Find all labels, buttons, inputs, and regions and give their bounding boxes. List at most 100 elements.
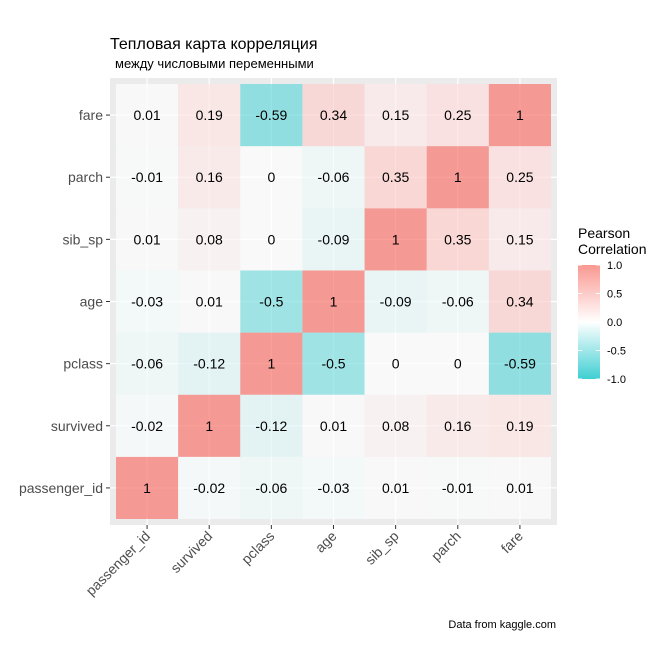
cell-label-survived-fare: 0.19 [506, 418, 533, 434]
cell-label-parch-age: -0.06 [318, 169, 350, 185]
heatmap-cell-fare-fare [488, 84, 551, 147]
cell-label-parch-pclass: 0 [267, 169, 275, 185]
heatmap-cell-pclass-passenger_id [116, 332, 179, 395]
cell-label-passenger_id-fare: 0.01 [506, 480, 533, 496]
heatmap-cell-passenger_id-passenger_id [116, 456, 179, 519]
heatmap-cell-parch-sib_sp [364, 146, 427, 209]
heatmap-cell-fare-pclass [240, 84, 303, 147]
cell-label-pclass-parch: 0 [454, 356, 462, 372]
heatmap-cell-survived-survived [178, 394, 241, 457]
heatmap-cell-age-fare [488, 270, 551, 333]
heatmap-cell-sib_sp-passenger_id [116, 208, 179, 271]
cell-label-age-age: 1 [330, 294, 338, 310]
cell-label-passenger_id-survived: -0.02 [193, 480, 225, 496]
heatmap-cell-survived-passenger_id [116, 394, 179, 457]
heatmap-cell-age-passenger_id [116, 270, 179, 333]
cell-label-survived-survived: 1 [205, 418, 213, 434]
heatmap-cell-passenger_id-age [302, 456, 365, 519]
heatmap-cell-parch-passenger_id [116, 146, 179, 209]
x-tick-label-pclass: pclass [238, 528, 277, 567]
x-tick-label-fare: fare [498, 528, 527, 557]
heatmap-cell-passenger_id-survived [178, 456, 241, 519]
cell-label-pclass-sib_sp: 0 [392, 356, 400, 372]
legend-title-line2: Correlation [578, 241, 646, 257]
cell-label-pclass-pclass: 1 [267, 356, 275, 372]
legend-tick-label: 0.5 [607, 289, 622, 301]
x-axis-ticks: passenger_id survived pclass age sib_sp parch… [82, 525, 526, 599]
heatmap-cell-pclass-fare [488, 332, 551, 395]
cell-label-age-parch: -0.06 [442, 294, 474, 310]
y-tick-label-survived: survived [51, 418, 103, 434]
x-tick-label-passenger_id: passenger_id [82, 528, 153, 599]
heatmap-cell-passenger_id-parch [426, 456, 489, 519]
cell-label-passenger_id-age: -0.03 [318, 480, 350, 496]
heatmap-cell-fare-survived [178, 84, 241, 147]
heatmap-cell-pclass-survived [178, 332, 241, 395]
heatmap-cell-survived-parch [426, 394, 489, 457]
legend: Pearson Correlation 1.0 0.5 0.0 -0.5 -1.0 [578, 225, 646, 386]
cell-label-age-survived: 0.01 [196, 294, 223, 310]
y-axis-ticks: passenger_id survived pclass age sib_sp parch… [19, 107, 110, 496]
y-tick-label-age: age [80, 294, 104, 310]
heatmap-cell-survived-fare [488, 394, 551, 457]
x-tick-label-parch: parch [428, 528, 464, 564]
heatmap-cell-parch-pclass [240, 146, 303, 209]
heatmap-cell-fare-age [302, 84, 365, 147]
cell-label-parch-fare: 0.25 [506, 169, 533, 185]
heatmap-cell-pclass-pclass [240, 332, 303, 395]
cell-label-sib_sp-parch: 0.35 [444, 231, 471, 247]
cell-label-survived-parch: 0.16 [444, 418, 471, 434]
heatmap-cell-age-sib_sp [364, 270, 427, 333]
cell-label-parch-sib_sp: 0.35 [382, 169, 409, 185]
cell-label-fare-sib_sp: 0.15 [382, 107, 409, 123]
cell-label-passenger_id-sib_sp: 0.01 [382, 480, 409, 496]
heatmap-cell-sib_sp-fare [488, 208, 551, 271]
y-tick-label-pclass: pclass [63, 356, 103, 372]
cell-label-sib_sp-survived: 0.08 [196, 231, 223, 247]
heatmap-cell-sib_sp-survived [178, 208, 241, 271]
legend-tick-label: -1.0 [607, 374, 626, 386]
cell-label-pclass-passenger_id: -0.06 [131, 356, 163, 372]
heatmap-cell-sib_sp-sib_sp [364, 208, 427, 271]
heatmap-cell-age-pclass [240, 270, 303, 333]
heatmap-cell-age-age [302, 270, 365, 333]
y-tick-label-passenger_id: passenger_id [19, 480, 103, 496]
heatmap-cell-parch-age [302, 146, 365, 209]
heatmap-cell-sib_sp-parch [426, 208, 489, 271]
heatmap-cell-pclass-age [302, 332, 365, 395]
legend-tick-label: 1.0 [607, 260, 622, 272]
heatmap-cell-survived-sib_sp [364, 394, 427, 457]
chart-subtitle: между числовыми переменными [115, 56, 314, 71]
heatmap-cell-sib_sp-pclass [240, 208, 303, 271]
cell-value-labels: 1 -0.02 -0.06 -0.03 0.01 -0.01 0.01 -0.02 1 -0.12… [131, 107, 536, 496]
cell-label-fare-age: 0.34 [320, 107, 347, 123]
legend-title-line1: Pearson [578, 225, 630, 241]
heatmap-cell-pclass-parch [426, 332, 489, 395]
cell-label-survived-pclass: -0.12 [255, 418, 287, 434]
chart-caption: Data from kaggle.com [448, 619, 556, 631]
heatmap-cell-parch-parch [426, 146, 489, 209]
cell-label-fare-passenger_id: 0.01 [133, 107, 160, 123]
heatmap-cell-age-parch [426, 270, 489, 333]
cell-label-sib_sp-sib_sp: 1 [392, 231, 400, 247]
y-tick-label-fare: fare [79, 107, 103, 123]
cell-label-sib_sp-age: -0.09 [318, 231, 350, 247]
cell-label-sib_sp-fare: 0.15 [506, 231, 533, 247]
cell-label-parch-parch: 1 [454, 169, 462, 185]
heatmap-cell-passenger_id-fare [488, 456, 551, 519]
heatmap-cell-survived-pclass [240, 394, 303, 457]
cell-label-passenger_id-parch: -0.01 [442, 480, 474, 496]
cell-label-passenger_id-pclass: -0.06 [255, 480, 287, 496]
legend-ticks: 1.0 0.5 0.0 -0.5 -1.0 [578, 260, 626, 386]
cell-label-passenger_id-passenger_id: 1 [143, 480, 151, 496]
heatmap-cell-passenger_id-pclass [240, 456, 303, 519]
y-tick-label-sib_sp: sib_sp [63, 231, 104, 247]
cell-label-parch-passenger_id: -0.01 [131, 169, 163, 185]
legend-colorbar [578, 265, 600, 379]
cell-label-pclass-age: -0.5 [321, 356, 345, 372]
heatmap-cell-age-survived [178, 270, 241, 333]
x-tick-label-survived: survived [167, 528, 215, 576]
cell-label-age-sib_sp: -0.09 [380, 294, 412, 310]
heatmap-cell-fare-parch [426, 84, 489, 147]
